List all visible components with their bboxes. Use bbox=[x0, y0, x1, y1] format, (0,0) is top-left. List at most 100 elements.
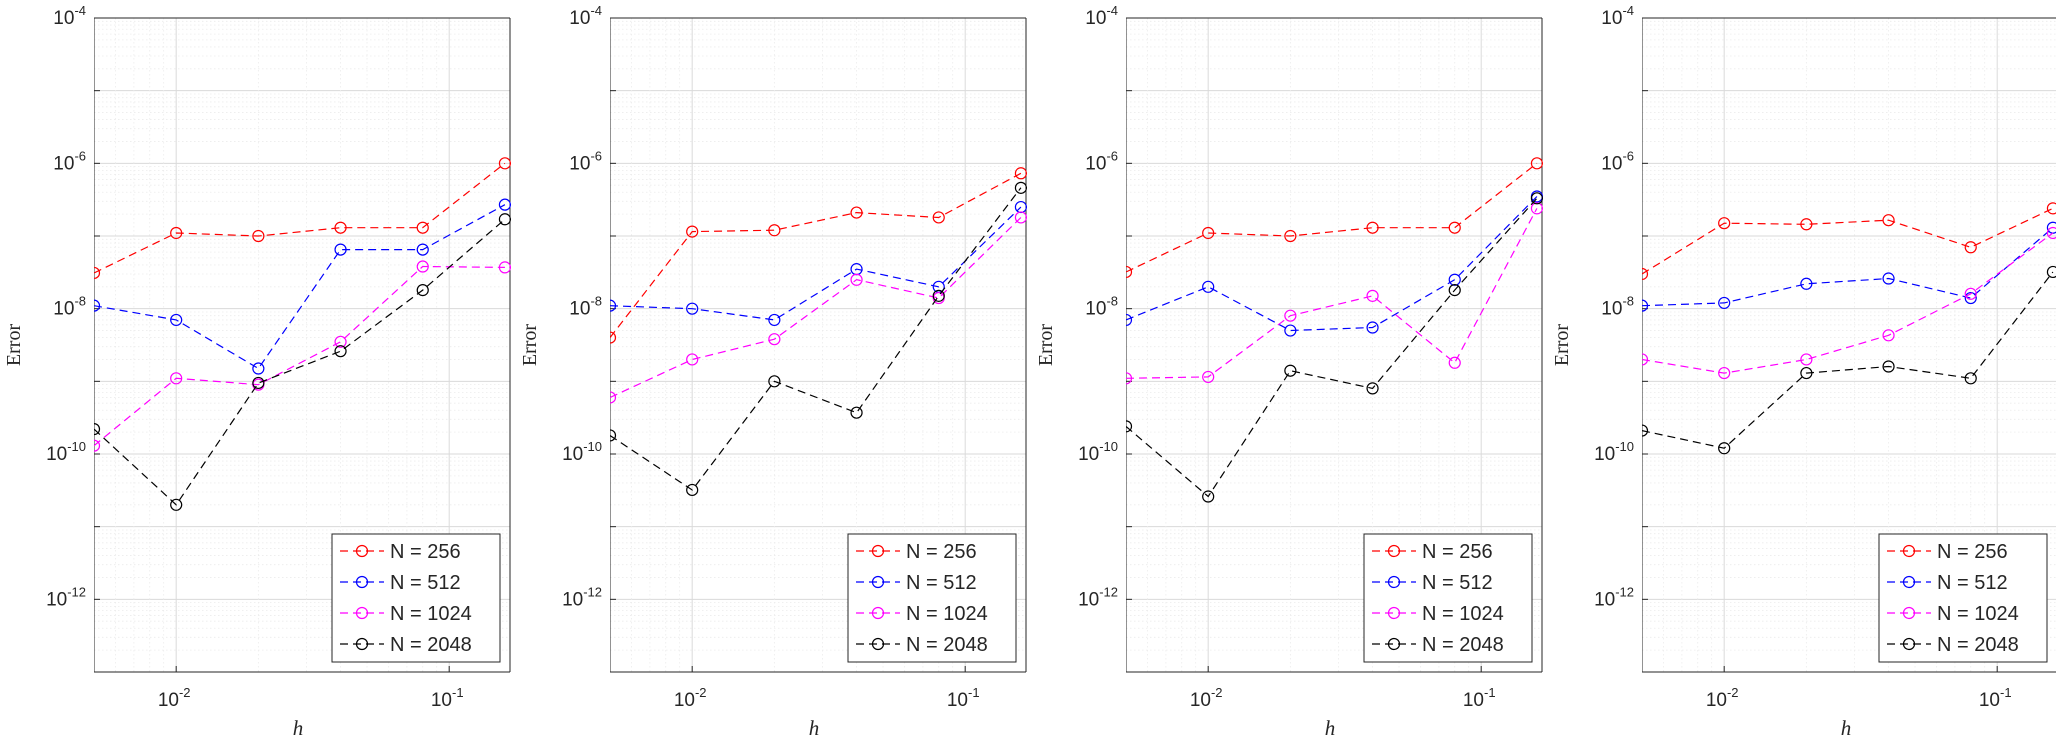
data-point bbox=[1202, 370, 1215, 384]
data-point bbox=[1800, 353, 1813, 366]
legend-label: N = 1024 bbox=[1937, 603, 2019, 625]
data-point bbox=[416, 221, 429, 234]
y-axis-label: Error bbox=[519, 324, 541, 367]
series-line-2 bbox=[610, 206, 1022, 321]
legend-label: N = 2048 bbox=[390, 634, 472, 656]
series-line-4 bbox=[610, 187, 1022, 491]
data-point bbox=[334, 345, 347, 358]
data-point bbox=[334, 335, 347, 348]
data-point bbox=[1718, 442, 1731, 455]
y-tick-label: 10-4 bbox=[1601, 3, 1634, 29]
legend-marker bbox=[871, 575, 885, 589]
data-point bbox=[1964, 287, 1977, 300]
data-point bbox=[170, 372, 183, 385]
data-point bbox=[1882, 272, 1895, 285]
series-line-1 bbox=[1642, 207, 2054, 275]
legend-label: N = 1024 bbox=[1422, 603, 1504, 625]
data-point bbox=[1014, 181, 1027, 194]
x-tick-label: 10-2 bbox=[1190, 685, 1223, 711]
data-point bbox=[94, 266, 101, 280]
data-point bbox=[170, 226, 183, 240]
y-axis-label: Error bbox=[3, 324, 25, 367]
legend-box bbox=[1363, 533, 1533, 663]
series-line-2 bbox=[1126, 196, 1538, 332]
x-tick-label: 10-2 bbox=[1706, 685, 1739, 711]
legend-box bbox=[331, 533, 501, 663]
y-tick-label: 10-10 bbox=[46, 439, 86, 465]
legend-marker bbox=[1387, 606, 1401, 620]
legend-label: N = 512 bbox=[1937, 572, 2008, 594]
legend-marker bbox=[871, 544, 885, 558]
y-tick-label: 10-12 bbox=[1078, 584, 1118, 610]
legend-marker bbox=[871, 637, 885, 651]
axes-box bbox=[610, 17, 1027, 673]
data-point bbox=[1448, 273, 1461, 286]
y-tick-label: 10-10 bbox=[1594, 439, 1634, 465]
data-point bbox=[686, 483, 699, 497]
data-point bbox=[1448, 356, 1461, 369]
data-point bbox=[252, 362, 265, 375]
data-point bbox=[2046, 202, 2056, 215]
data-point bbox=[768, 375, 781, 388]
series-line-2 bbox=[1642, 227, 2054, 307]
y-tick-label: 10-4 bbox=[53, 3, 86, 29]
series-line-4 bbox=[94, 218, 506, 506]
data-point bbox=[1882, 214, 1895, 227]
data-point bbox=[1126, 313, 1133, 327]
x-axis-label: h bbox=[1325, 716, 1336, 740]
legend-label: N = 1024 bbox=[390, 603, 472, 625]
legend-label: N = 256 bbox=[390, 541, 461, 563]
data-point bbox=[2046, 226, 2056, 240]
axes-box bbox=[1126, 17, 1543, 673]
legend-label: N = 256 bbox=[1937, 541, 2008, 563]
legend-label: N = 2048 bbox=[906, 634, 988, 656]
data-point bbox=[1964, 241, 1977, 254]
legend-marker bbox=[355, 575, 369, 589]
data-point bbox=[498, 157, 511, 170]
x-tick-label: 10-1 bbox=[1463, 685, 1496, 711]
series-line-1 bbox=[94, 162, 506, 274]
axes-box bbox=[94, 17, 511, 673]
legend-label: N = 256 bbox=[906, 541, 977, 563]
legend-label: N = 512 bbox=[1422, 572, 1493, 594]
y-axis-label: Error bbox=[1035, 324, 1057, 367]
y-tick-label: 10-6 bbox=[569, 148, 602, 174]
legend-marker bbox=[355, 544, 369, 558]
data-point bbox=[1964, 291, 1977, 305]
series-group bbox=[1642, 202, 2056, 455]
data-point bbox=[932, 211, 945, 224]
legend-marker bbox=[871, 606, 885, 620]
data-point bbox=[498, 261, 511, 274]
data-point bbox=[334, 221, 347, 234]
data-point bbox=[1530, 157, 1543, 170]
data-point bbox=[610, 391, 617, 404]
data-point bbox=[1284, 324, 1297, 337]
grid bbox=[610, 17, 1026, 673]
y-tick-label: 10-6 bbox=[1601, 148, 1634, 174]
data-point bbox=[610, 429, 617, 442]
y-tick-label: 10-12 bbox=[1594, 584, 1634, 610]
data-point bbox=[252, 376, 265, 390]
y-tick-label: 10-8 bbox=[569, 294, 602, 320]
legend-box bbox=[847, 533, 1017, 663]
series-group bbox=[1126, 157, 1543, 503]
series-line-3 bbox=[1126, 208, 1538, 379]
grid bbox=[1642, 17, 2056, 673]
x-axis-label: h bbox=[1841, 716, 1852, 740]
data-point bbox=[1202, 226, 1215, 240]
data-point bbox=[94, 439, 101, 452]
legend-label: N = 512 bbox=[906, 572, 977, 594]
legend-label: N = 1024 bbox=[906, 603, 988, 625]
legend-label: N = 512 bbox=[390, 572, 461, 594]
data-point bbox=[2046, 265, 2056, 279]
y-tick-label: 10-8 bbox=[1085, 294, 1118, 320]
data-point bbox=[1126, 265, 1133, 279]
data-point bbox=[1202, 490, 1215, 503]
data-point bbox=[1014, 200, 1027, 214]
data-point bbox=[1284, 229, 1297, 243]
chart-panel-4: 10-4 10-6 10-8 10-10 10-12 10-2 10-1 h Error N = … bbox=[1551, 3, 2056, 740]
data-point bbox=[170, 313, 183, 327]
legend: N = 256 N = 512 N = 1024 N = 2048 bbox=[331, 533, 501, 663]
data-point bbox=[610, 331, 617, 344]
series-line-3 bbox=[1642, 232, 2054, 374]
